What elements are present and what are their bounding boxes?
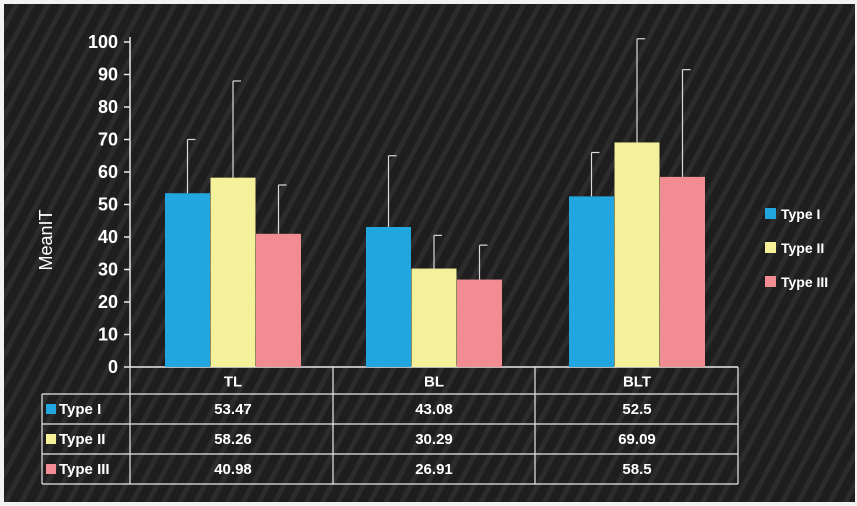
bar (412, 269, 457, 367)
y-axis-label: MeanIT (36, 209, 56, 270)
category-label: BLT (623, 374, 651, 391)
table-cell-value: 26.91 (415, 461, 453, 478)
legend-swatch (765, 276, 776, 287)
legend-swatch (765, 208, 776, 219)
table-cell-value: 30.29 (415, 431, 453, 448)
legend-label: Type II (781, 240, 824, 256)
y-tick-label: 80 (98, 97, 118, 117)
table-row-key (46, 434, 56, 444)
table-cell-value: 43.08 (415, 401, 453, 418)
bar (615, 142, 660, 367)
chart-background (4, 4, 855, 502)
table-cell-value: 69.09 (618, 431, 656, 448)
y-tick-label: 90 (98, 65, 118, 85)
bar (256, 234, 301, 367)
legend-swatch (765, 242, 776, 253)
table-cell-value: 40.98 (214, 461, 252, 478)
category-label: TL (224, 374, 242, 391)
legend-label: Type I (781, 206, 820, 222)
legend-label: Type III (781, 274, 828, 290)
bar (457, 280, 502, 367)
bar (165, 193, 210, 367)
bar (366, 227, 411, 367)
y-tick-label: 30 (98, 260, 118, 280)
y-tick-label: 20 (98, 292, 118, 312)
y-tick-label: 50 (98, 195, 118, 215)
table-row-key (46, 464, 56, 474)
table-row-name: Type I (59, 401, 101, 418)
table-cell-value: 58.5 (622, 461, 651, 478)
bar (569, 196, 614, 367)
legend: Type I Type II Type III (765, 206, 828, 290)
table-cell-value: 53.47 (214, 401, 252, 418)
y-tick-label: 0 (108, 357, 118, 377)
category-label: BL (424, 374, 444, 391)
table-cell-value: 58.26 (214, 431, 252, 448)
y-tick-label: 40 (98, 227, 118, 247)
y-tick-label: 100 (88, 32, 118, 52)
bar (211, 178, 256, 367)
y-tick-label: 60 (98, 162, 118, 182)
table-cell-value: 52.5 (622, 401, 651, 418)
table-row-name: Type II (59, 431, 105, 448)
bar (660, 177, 705, 367)
table-row-name: Type III (59, 461, 110, 478)
y-tick-label: 10 (98, 325, 118, 345)
table-row-key (46, 404, 56, 414)
y-tick-label: 70 (98, 130, 118, 150)
